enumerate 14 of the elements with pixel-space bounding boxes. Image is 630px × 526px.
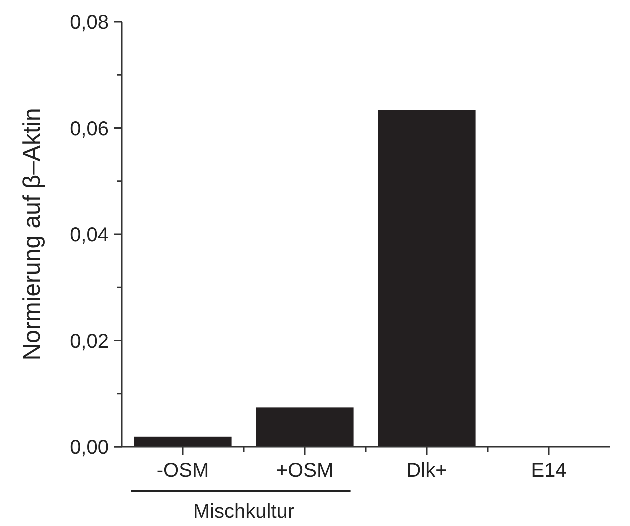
y-tick-label: 0,02: [70, 330, 109, 353]
x-tick-label: Dlk+: [406, 460, 448, 482]
y-tick-label: 0,08: [70, 12, 109, 34]
y-axis-title: Normierung auf β–Aktin: [19, 108, 46, 361]
text: Mischkultur: [193, 501, 295, 523]
x-tick-label: -OSM: [156, 460, 210, 482]
y-tick-label: 0,00: [70, 437, 109, 459]
bar: [378, 110, 476, 447]
y-tick-label: 0,06: [70, 118, 109, 140]
bar: [134, 436, 232, 447]
x-tick-label: +OSM: [276, 460, 334, 482]
bar: [256, 408, 354, 447]
x-tick-label: E14: [531, 460, 567, 482]
y-tick-label: 0,04: [70, 224, 109, 246]
